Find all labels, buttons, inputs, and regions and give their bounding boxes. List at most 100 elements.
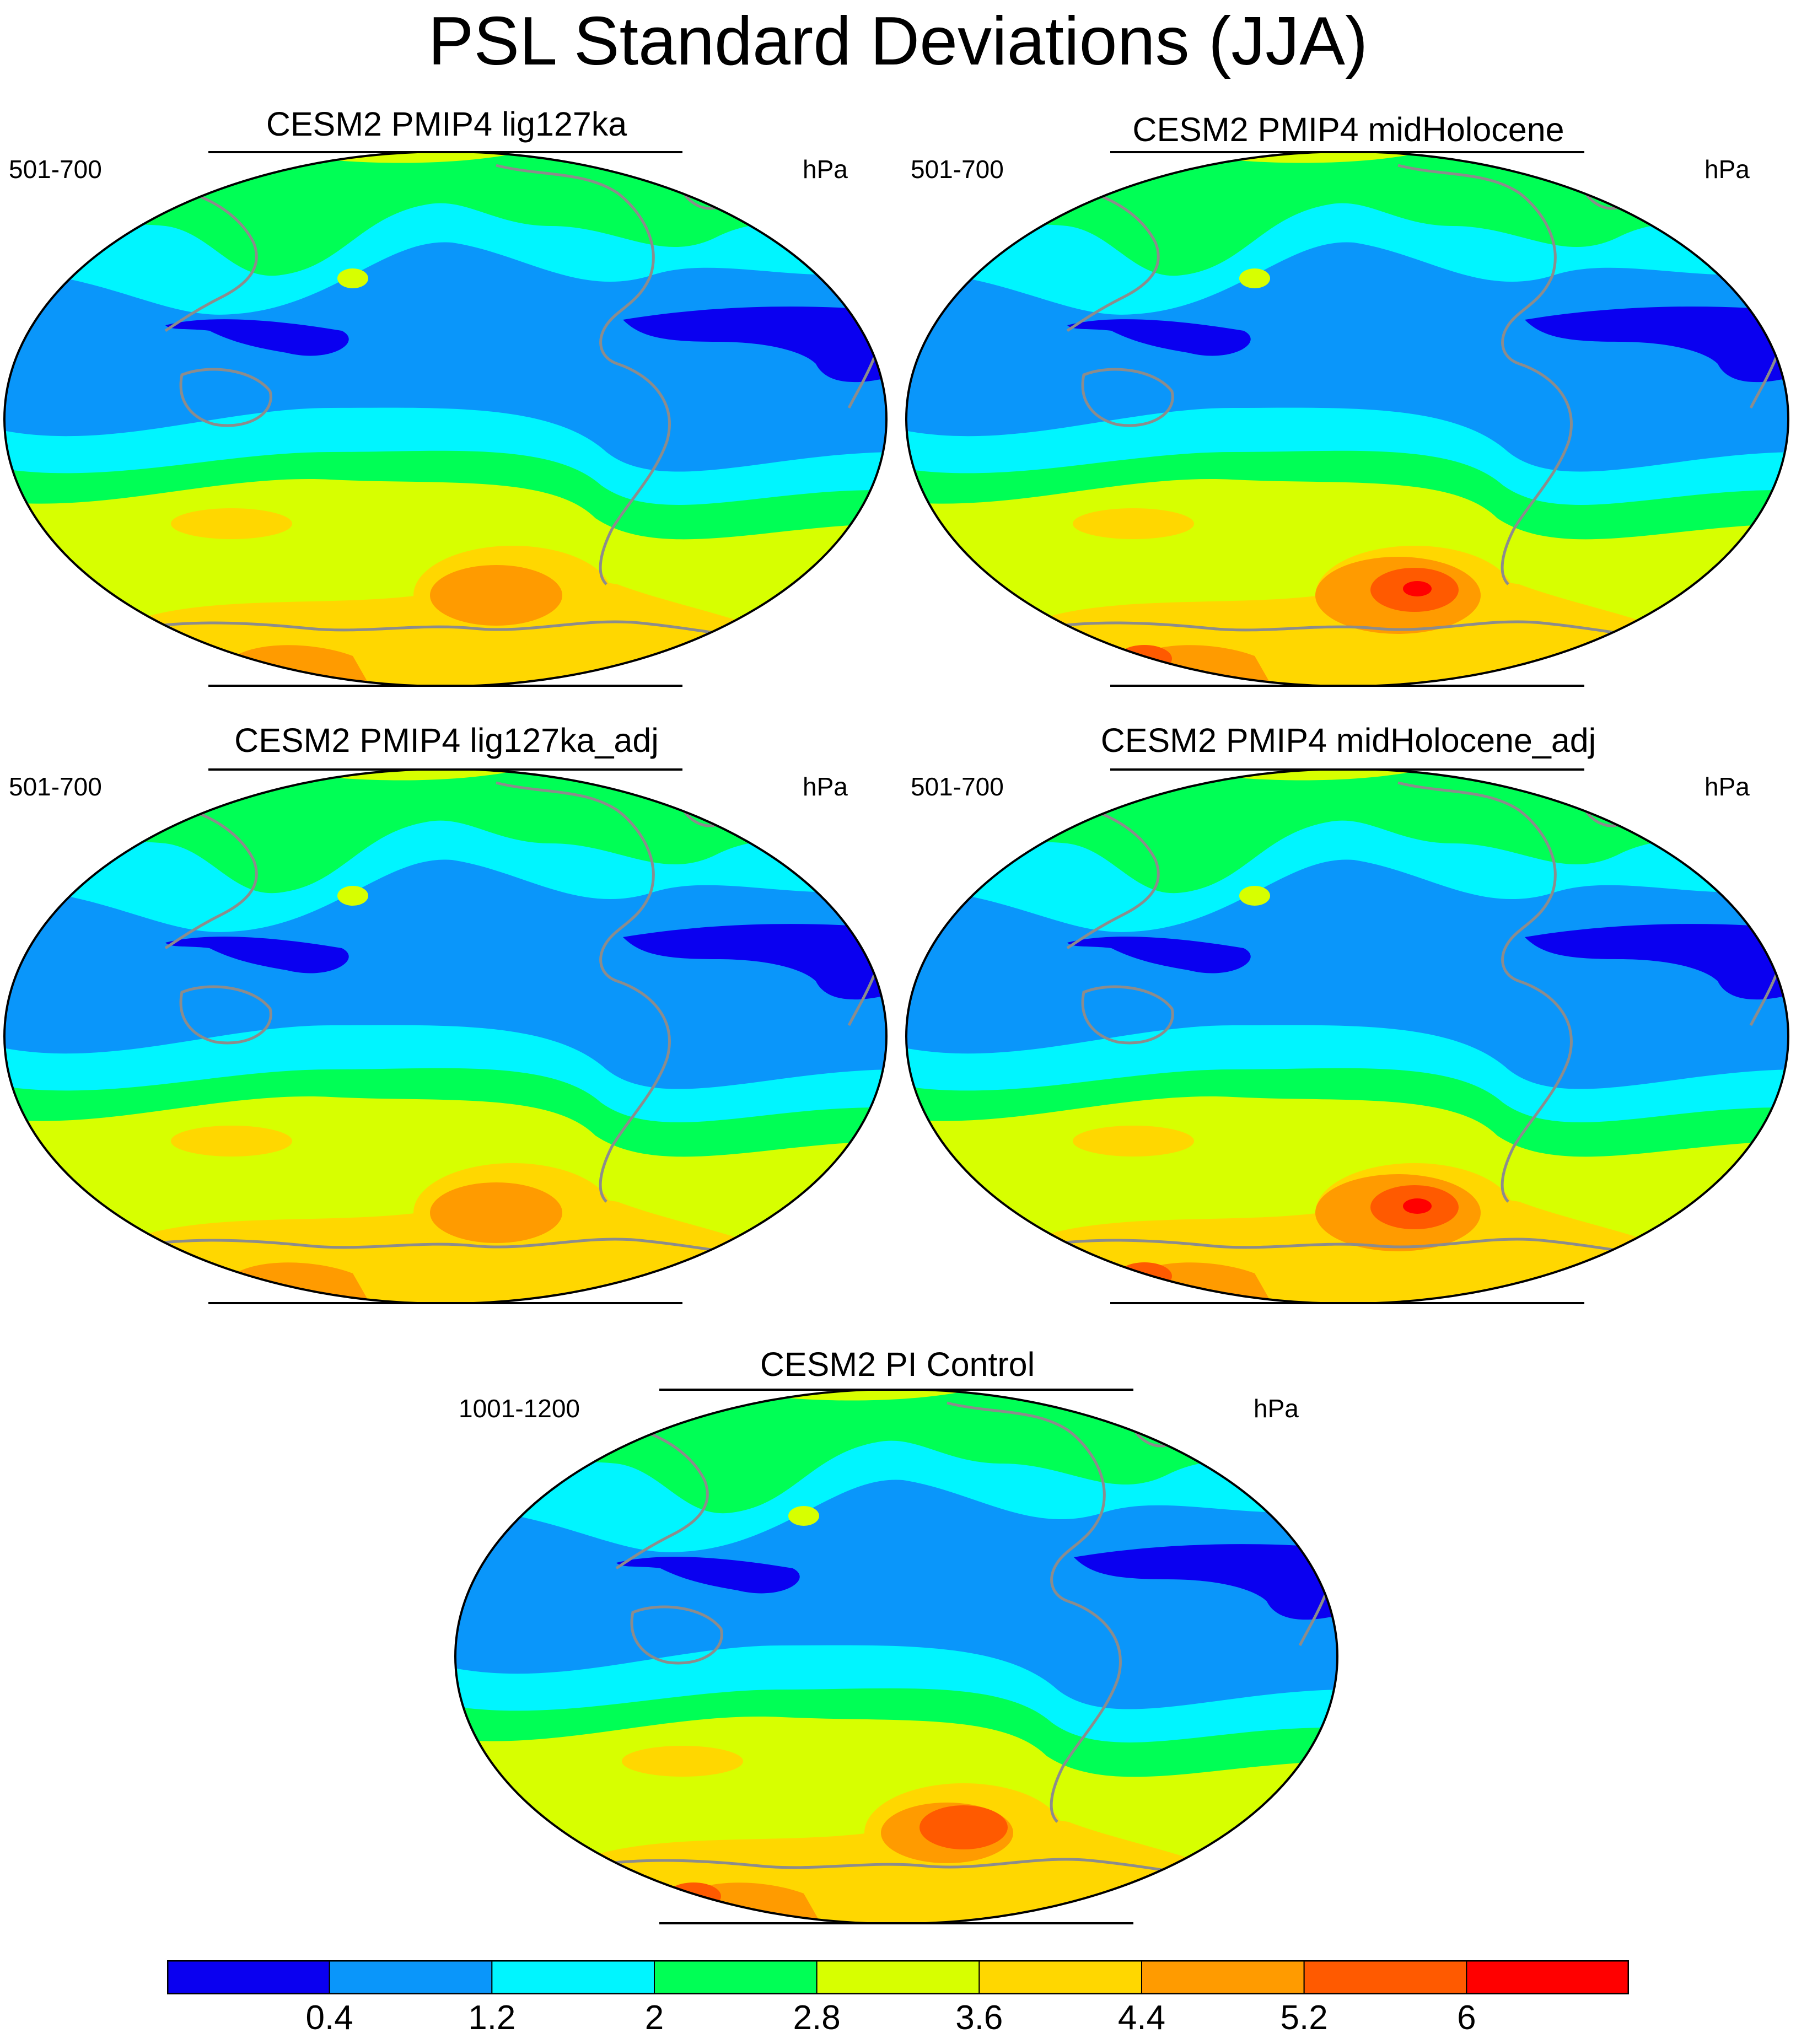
panel-units-label: hPa xyxy=(1704,155,1750,184)
colorbar-segment xyxy=(1141,1960,1305,1994)
colorbar-segment xyxy=(329,1960,493,1994)
frame-ellipse xyxy=(3,770,888,1303)
field-gold-patch xyxy=(1073,1126,1194,1157)
coast-north-america xyxy=(496,164,655,365)
map-pi-control xyxy=(454,1389,1338,1924)
panel-years-label: 501-700 xyxy=(9,155,102,184)
panel-units-label: hPa xyxy=(1704,772,1750,801)
coast-greenland xyxy=(1584,770,1634,827)
coast-south-america xyxy=(599,980,671,1203)
map-midholocene xyxy=(905,151,1789,687)
field-spot-yellow xyxy=(1239,268,1270,288)
field-gold-patch xyxy=(171,508,292,539)
coast-north-america xyxy=(947,1401,1106,1603)
coast-greenland xyxy=(682,770,732,827)
colorbar-tick-label: 0.4 xyxy=(305,1999,353,2037)
field-spot-yellow xyxy=(788,1506,819,1526)
field-low-indian xyxy=(4,926,17,959)
colorbar-segment xyxy=(1303,1960,1467,1994)
map-lig127ka-adj xyxy=(3,768,888,1304)
colorbar-tick-label: 2 xyxy=(644,1999,664,2037)
panel-years-label: 501-700 xyxy=(911,772,1004,801)
coast-australia xyxy=(179,985,272,1045)
colorbar-tick-label: 3.6 xyxy=(955,1999,1003,2037)
field-low-atlantic xyxy=(1074,1544,1337,1620)
panel-years-label: 501-700 xyxy=(911,155,1004,184)
field-low-atlantic xyxy=(623,924,886,1000)
field-low-atlantic xyxy=(623,306,886,383)
coast-north-america xyxy=(1397,164,1557,365)
coast-south-america xyxy=(1501,362,1573,585)
coast-north-america xyxy=(496,781,655,983)
field-spot-yellow xyxy=(337,268,368,288)
panel-units-label: hPa xyxy=(803,772,848,801)
field-spot-yellow xyxy=(1239,886,1270,906)
field-low-indian xyxy=(455,1546,467,1579)
coast-greenland xyxy=(1584,153,1634,210)
panel-years-label: 501-700 xyxy=(9,772,102,801)
panel-units-label: hPa xyxy=(803,155,848,184)
panel-title: CESM2 PMIP4 midHolocene_adj xyxy=(1100,722,1596,759)
map-field xyxy=(906,152,1788,686)
panel-title: CESM2 PI Control xyxy=(760,1346,1035,1383)
panel-years-label: 1001-1200 xyxy=(459,1394,580,1423)
coast-australia xyxy=(630,1605,723,1665)
colorbar-border xyxy=(167,1960,1629,1994)
colorbar-segment xyxy=(491,1960,655,1994)
panel-units-label: hPa xyxy=(1254,1394,1299,1423)
coast-south-america xyxy=(1501,980,1573,1203)
coast-australia xyxy=(1081,368,1174,427)
panel-title: CESM2 PMIP4 lig127ka xyxy=(266,105,627,143)
field-spot-yellow xyxy=(337,886,368,906)
panel-title: CESM2 PMIP4 lig127ka_adj xyxy=(234,722,659,759)
colorbar-tick-label: 5.2 xyxy=(1280,1999,1328,2037)
coast-greenland xyxy=(682,153,732,210)
field-low-westpac xyxy=(1067,319,1251,356)
map-midholocene-adj xyxy=(905,768,1789,1304)
frame-ellipse xyxy=(454,1390,1338,1923)
coast-antarctica xyxy=(1012,620,1707,647)
frame-ellipse xyxy=(3,152,888,686)
figure-title: PSL Standard Deviations (JJA) xyxy=(428,3,1368,79)
coast-antarctica xyxy=(110,620,805,647)
frame-ellipse xyxy=(905,152,1789,686)
colorbar-tick-label: 1.2 xyxy=(468,1999,516,2037)
map-field xyxy=(455,1390,1337,1923)
colorbar-tick-label: 2.8 xyxy=(793,1999,841,2037)
field-low-indian xyxy=(906,926,918,959)
field-low-atlantic xyxy=(1525,924,1788,1000)
field-low-atlantic xyxy=(1525,306,1788,383)
colorbar-segment xyxy=(167,1960,330,1994)
colorbar-segment xyxy=(978,1960,1143,1994)
map-field xyxy=(4,770,886,1303)
field-low-indian xyxy=(4,309,17,342)
field-gold-patch xyxy=(1073,508,1194,539)
field-gold-patch xyxy=(622,1746,743,1777)
colorbar-tick-label: 6 xyxy=(1457,1999,1476,2037)
coast-south-america xyxy=(599,362,671,585)
map-lig127ka xyxy=(3,151,888,687)
coast-greenland xyxy=(1133,1390,1183,1448)
coast-antarctica xyxy=(561,1858,1256,1884)
colorbar-tick-label: 4.4 xyxy=(1117,1999,1166,2037)
coast-australia xyxy=(179,368,272,427)
colorbar-segment xyxy=(654,1960,818,1994)
field-low-westpac xyxy=(616,1557,800,1594)
colorbar xyxy=(167,1960,1629,1994)
colorbar-segment xyxy=(1466,1960,1629,1994)
coast-north-america xyxy=(1397,781,1557,983)
panel-title: CESM2 PMIP4 midHolocene xyxy=(1132,111,1564,148)
coast-antarctica xyxy=(1012,1238,1707,1264)
field-orange-core xyxy=(430,565,562,626)
coast-antarctica xyxy=(110,1238,805,1264)
map-field xyxy=(906,770,1788,1303)
field-orange-core xyxy=(430,1182,562,1243)
field-red-core xyxy=(1403,1198,1432,1214)
frame-ellipse xyxy=(905,770,1789,1303)
field-darkorange-core xyxy=(919,1805,1008,1849)
coast-south-america xyxy=(1050,1600,1122,1823)
map-field xyxy=(4,152,886,686)
field-low-indian xyxy=(906,309,918,342)
coast-australia xyxy=(1081,985,1174,1045)
colorbar-segment xyxy=(816,1960,980,1994)
